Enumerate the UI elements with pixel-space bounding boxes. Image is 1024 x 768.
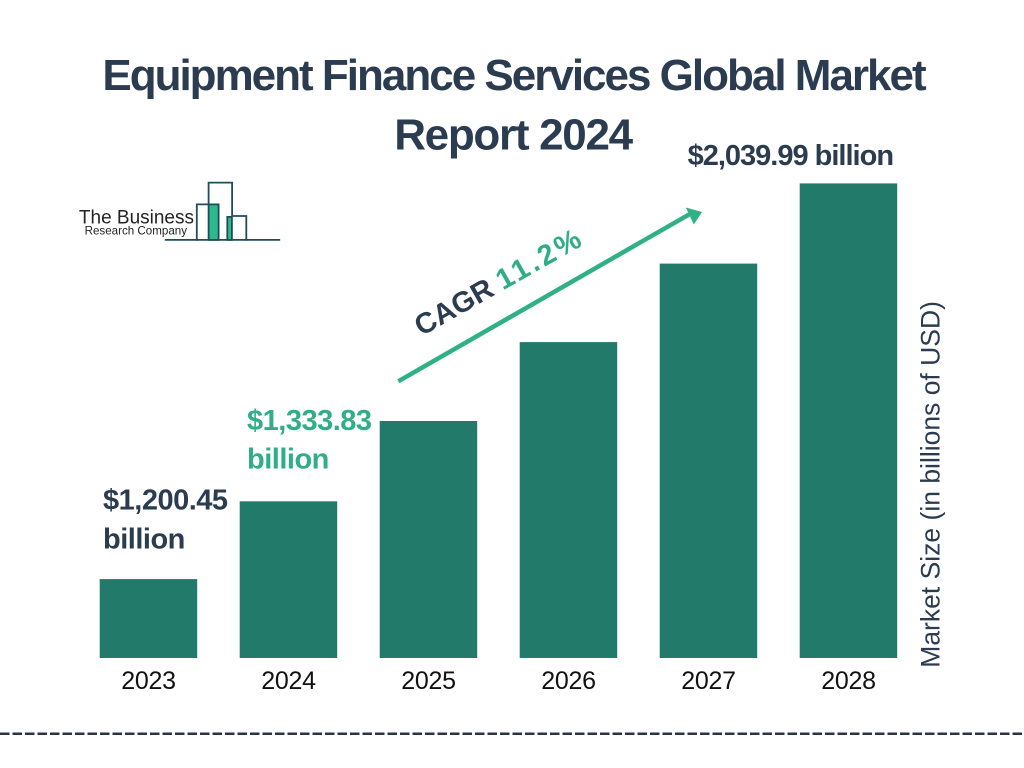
svg-text:2023: 2023 [121,667,175,695]
svg-text:2024: 2024 [261,667,316,695]
svg-text:$2,039.99 billion: $2,039.99 billion [688,140,893,172]
svg-text:2027: 2027 [681,667,735,695]
svg-text:$1,333.83: $1,333.83 [247,405,372,437]
svg-text:The Business: The Business [79,208,194,229]
svg-text:$1,200.45: $1,200.45 [103,485,228,517]
svg-text:Equipment Finance Services Glo: Equipment Finance Services Global Market [102,51,927,100]
svg-text:Research Company: Research Company [85,224,188,237]
svg-text:billion: billion [103,524,185,556]
svg-text:Market Size (in billions of US: Market Size (in billions of USD) [916,301,946,668]
svg-text:2026: 2026 [541,667,595,695]
svg-text:Report 2024: Report 2024 [394,110,633,159]
svg-text:billion: billion [247,444,329,476]
svg-text:2025: 2025 [401,667,455,695]
svg-text:2028: 2028 [821,667,875,695]
